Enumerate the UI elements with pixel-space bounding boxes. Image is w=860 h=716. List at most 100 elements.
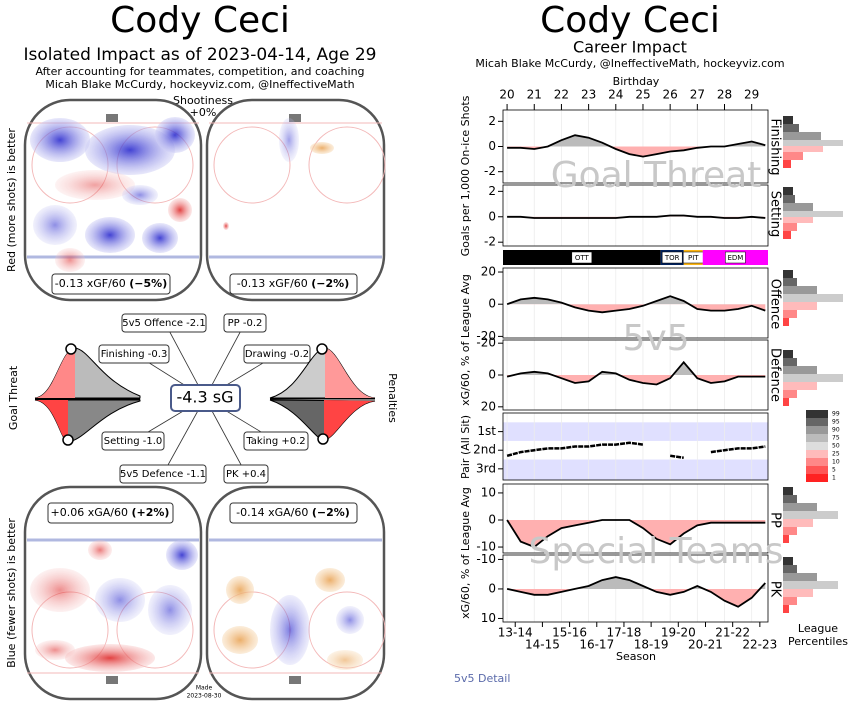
rink-label: -0.14 xGA/60 (−2%) bbox=[236, 506, 350, 519]
y-tick-label: -10 bbox=[476, 552, 496, 566]
legend-swatch bbox=[806, 418, 828, 426]
team-label-box bbox=[725, 251, 746, 264]
x-tick-label: 20-21 bbox=[688, 638, 723, 652]
line bbox=[506, 360, 766, 386]
legend-label: 25 bbox=[832, 451, 840, 458]
x-tick-label: 13-14 bbox=[498, 626, 533, 640]
top-axis-label: Birthday bbox=[613, 75, 660, 88]
y-tick-label: -20 bbox=[476, 329, 496, 343]
legend-swatch bbox=[806, 474, 828, 482]
left-panel: Cody Ceci Isolated Impact as of 2023-04-… bbox=[5, 0, 399, 701]
x-tick-label: 25 bbox=[635, 88, 650, 102]
faceoff-circle bbox=[213, 126, 291, 204]
component: Setting -1.0 bbox=[104, 436, 163, 447]
goal-threat-label: Goal Threat bbox=[7, 365, 20, 430]
legend-label: 1 bbox=[832, 475, 836, 482]
rink-label-pct: (−2%) bbox=[311, 277, 349, 290]
x-tick-label: 21 bbox=[527, 88, 542, 102]
y-tick-label: 0 bbox=[488, 368, 496, 382]
offence-rink: -0.13 xGF/60 (−5%) -0.13 xGF/60 (−2%) bbox=[23, 98, 386, 302]
panel-label: Offence bbox=[768, 279, 783, 330]
detail-link[interactable]: 5v5 Detail bbox=[454, 672, 511, 685]
watermark: 5v5 bbox=[622, 318, 689, 359]
component-boxes bbox=[98, 313, 311, 484]
line bbox=[507, 134, 766, 158]
line bbox=[506, 576, 766, 608]
y-tick-label: -2 bbox=[484, 164, 496, 178]
team-label-box bbox=[661, 251, 683, 264]
label-box bbox=[229, 273, 358, 295]
frame bbox=[502, 554, 769, 623]
y-tick-label: 0 bbox=[488, 512, 496, 526]
component: 5v5 Offence -2.1 bbox=[122, 318, 205, 329]
legend-swatch bbox=[806, 434, 828, 442]
frame bbox=[502, 483, 769, 554]
area-bad bbox=[507, 146, 766, 157]
offence-axis-label: Red (more shots) is better bbox=[5, 128, 18, 272]
shootiness: Shootiness bbox=[173, 94, 233, 107]
shootiness-value: +0% bbox=[190, 106, 217, 119]
rink-label-text: +0.06 xGA/60 bbox=[51, 506, 128, 519]
x-tick-label: 19-20 bbox=[661, 626, 696, 640]
area-good bbox=[507, 362, 766, 375]
band bbox=[503, 459, 768, 480]
penalties-label: Penalties bbox=[386, 373, 399, 423]
x-tick-label: 29 bbox=[744, 88, 759, 102]
area-good bbox=[507, 135, 766, 147]
made-date: 2023-08-30 bbox=[187, 693, 222, 700]
component: PK +0.4 bbox=[226, 469, 266, 480]
note: Micah Blake McCurdy, @IneffectiveMath, h… bbox=[475, 57, 784, 70]
y-tick-label: 1st bbox=[477, 424, 496, 438]
y-tick-label: 2nd bbox=[473, 443, 496, 457]
legend-label: 99 bbox=[832, 411, 840, 418]
y-tick-label: 10 bbox=[481, 611, 496, 625]
subtitle: Isolated Impact as of 2023-04-14, Age 29 bbox=[24, 45, 377, 65]
y-axis-label: Pair (All Sit) bbox=[459, 415, 472, 479]
y-tick-label: 0 bbox=[488, 209, 496, 223]
team-label: PIT bbox=[688, 254, 699, 262]
y-tick-label: 3rd bbox=[476, 461, 496, 475]
defence-axis-label: Blue (fewer shots) is better bbox=[5, 518, 18, 668]
line bbox=[507, 214, 766, 219]
watermark: Special Teams bbox=[528, 531, 783, 572]
y-tick-label: 20 bbox=[481, 399, 496, 413]
y-tick-label: 0 bbox=[488, 297, 496, 311]
y-tick-label: 20 bbox=[481, 265, 496, 279]
x-tick-label: 26 bbox=[663, 88, 678, 102]
total-box bbox=[170, 384, 241, 412]
title: Cody Ceci bbox=[110, 0, 290, 41]
x-tick-label: 22 bbox=[554, 88, 569, 102]
y-tick-label: 10 bbox=[481, 485, 496, 499]
rink-label-text: -0.14 xGA/60 bbox=[236, 506, 308, 519]
watermark: Goal Threat bbox=[551, 155, 762, 196]
y-tick-label: -2 bbox=[484, 235, 496, 249]
team-label: TOR bbox=[664, 254, 680, 262]
rink-label-pct: (−5%) bbox=[129, 277, 167, 290]
x-tick-label: 28 bbox=[717, 88, 732, 102]
panel-label: Defence bbox=[768, 348, 783, 402]
y-tick-label: 2 bbox=[488, 184, 496, 198]
defence-rink: +0.06 xGA/60 (+2%) -0.14 xGA/60 (−2%) bbox=[23, 485, 386, 701]
component: Finishing -0.3 bbox=[101, 349, 168, 360]
component: Taking +0.2 bbox=[245, 436, 305, 447]
frame bbox=[502, 267, 769, 339]
x-tick-label: 21-22 bbox=[715, 626, 750, 640]
x-tick-label: 15-16 bbox=[552, 626, 587, 640]
faceoff-circle bbox=[308, 126, 386, 204]
frame bbox=[502, 412, 769, 481]
x-tick-label: 14-15 bbox=[525, 638, 560, 652]
y-axis-label: xG/60, % of League Avg bbox=[459, 274, 472, 406]
legend-label: 50 bbox=[832, 443, 840, 450]
net bbox=[106, 114, 118, 122]
frame bbox=[502, 184, 769, 247]
area-bad bbox=[507, 375, 766, 385]
legend-label: 75 bbox=[832, 435, 840, 442]
area-good bbox=[507, 577, 766, 589]
percentile-title: League bbox=[798, 622, 838, 635]
line bbox=[506, 519, 766, 549]
made: Made bbox=[196, 685, 213, 692]
frame bbox=[502, 109, 769, 184]
legend-swatch bbox=[806, 466, 828, 474]
rink-label: -0.13 xGF/60 (−2%) bbox=[237, 277, 349, 290]
